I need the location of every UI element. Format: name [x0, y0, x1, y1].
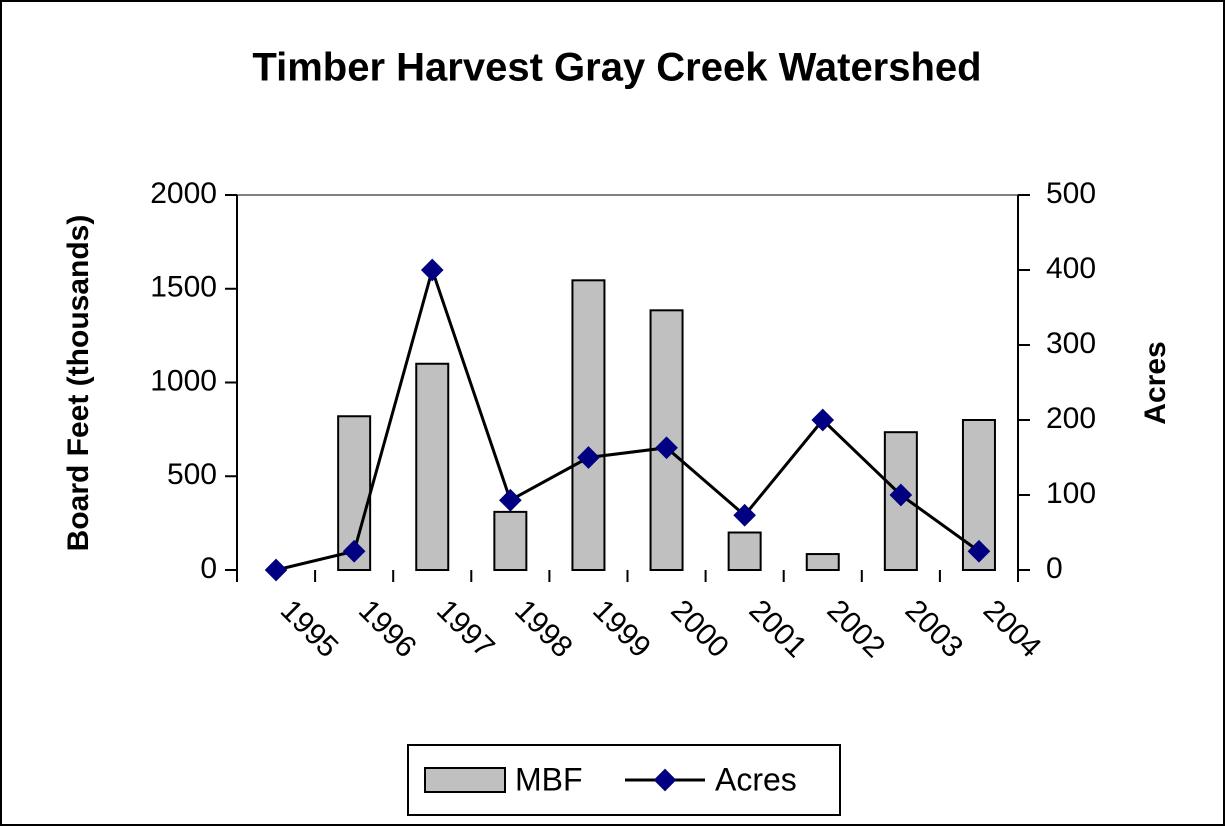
y2-tick-label: 500 [1046, 177, 1096, 210]
marker [577, 446, 600, 469]
legend-marker [653, 768, 677, 792]
marker [733, 503, 756, 527]
marker [342, 539, 366, 563]
legend-label: Acres [715, 761, 797, 797]
y-tick-label: 1000 [150, 364, 217, 397]
marker [967, 539, 991, 563]
legend-label: MBF [515, 761, 583, 797]
bar [493, 510, 528, 571]
y2-tick-label: 400 [1046, 252, 1096, 285]
y-tick-label: 500 [167, 458, 217, 491]
y-tick-label: 2000 [150, 177, 217, 210]
y2-tick-label: 0 [1046, 552, 1063, 585]
bar [805, 553, 840, 571]
y-axis-label: Board Feet (thousands) [62, 215, 95, 552]
line [275, 264, 980, 572]
y2-tick-label: 100 [1046, 477, 1096, 510]
legend-swatch [424, 767, 506, 793]
y-tick-label: 1500 [150, 271, 217, 304]
chart-title: Timber Harvest Gray Creek Watershed [252, 46, 981, 90]
y-tick-label: 0 [200, 552, 217, 585]
marker [499, 488, 522, 512]
bar [571, 279, 606, 571]
marker [811, 408, 835, 432]
y2-tick-label: 200 [1046, 402, 1096, 435]
marker [889, 483, 913, 507]
marker [420, 258, 444, 282]
marker [264, 558, 288, 582]
y2-axis-label: Acres [1139, 341, 1172, 424]
bar [415, 362, 450, 571]
marker [655, 436, 678, 460]
y2-tick-label: 300 [1046, 327, 1096, 360]
bar [727, 531, 762, 571]
